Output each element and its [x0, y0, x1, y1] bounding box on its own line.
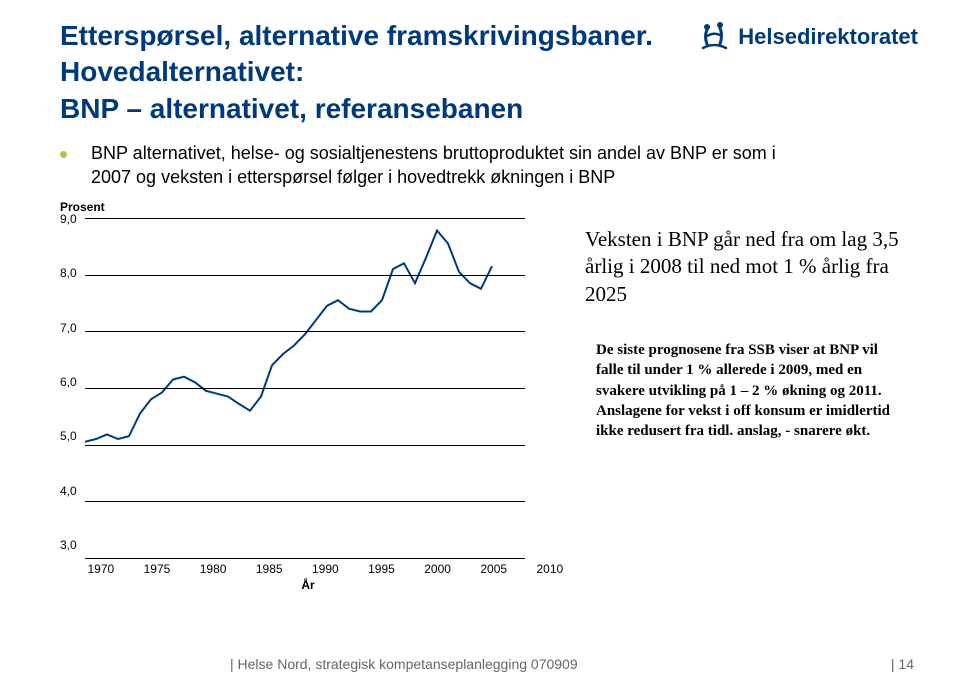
title-line-3: BNP – alternativet, referansebanen: [60, 93, 523, 124]
x-tick-label: 1995: [368, 562, 369, 576]
bullet-text: BNP alternativet, helse- og sosialtjenes…: [91, 141, 791, 190]
x-tick-label: 2010: [537, 562, 538, 576]
chart-plot-area: [85, 218, 525, 558]
slide-footer: | Helse Nord, strategisk kompetanseplanl…: [0, 656, 960, 672]
logo-icon: [698, 20, 732, 54]
footer-source: | Helse Nord, strategisk kompetanseplanl…: [230, 656, 578, 672]
helsedirektoratet-logo: Helsedirektoratet: [698, 20, 918, 54]
chart-data-line: [85, 231, 492, 442]
x-tick-label: 1985: [256, 562, 257, 576]
chart-x-ticks: 1970 1975 1980 1985 1990 1995 2000 2005 2010: [88, 562, 538, 576]
bullet-dot-icon: [60, 151, 67, 158]
chart-annotation-ssb: De siste prognosene fra SSB viser at BNP…: [596, 340, 906, 441]
x-tick-label: 1970: [88, 562, 89, 576]
title-line-2: Hovedalternativet:: [60, 56, 304, 87]
bullet-item: BNP alternativet, helse- og sosialtjenes…: [0, 127, 960, 190]
chart-gridline: [85, 445, 525, 446]
slide-title: Etterspørsel, alternative framskrivingsb…: [60, 18, 653, 127]
chart-x-label: År: [88, 578, 528, 592]
x-tick-label: 1990: [312, 562, 313, 576]
logo-text: Helsedirektoratet: [738, 24, 918, 50]
x-tick-label: 2005: [480, 562, 481, 576]
y-tick-label: 3,0: [60, 538, 77, 552]
chart-gridline: [85, 275, 525, 276]
line-chart: 9,08,07,06,05,04,03,0 197019751980198519…: [60, 218, 540, 592]
chart-gridline: [85, 331, 525, 332]
chart-annotation-growth: Veksten i BNP går ned fra om lag 3,5 årl…: [585, 226, 905, 308]
y-tick-label: 9,0: [60, 212, 77, 226]
y-tick-label: 8,0: [60, 266, 77, 280]
footer-page-number: | 14: [891, 656, 914, 672]
x-tick-label: 2000: [424, 562, 425, 576]
y-tick-label: 6,0: [60, 375, 77, 389]
y-tick-label: 5,0: [60, 429, 77, 443]
x-tick-label: 1980: [200, 562, 201, 576]
chart-gridline: [85, 558, 525, 559]
chart-gridline: [85, 501, 525, 502]
chart-gridline: [85, 218, 525, 219]
title-line-1: Etterspørsel, alternative framskrivingsb…: [60, 20, 653, 51]
x-tick-label: 1975: [144, 562, 145, 576]
chart-gridline: [85, 388, 525, 389]
chart-y-ticks: 9,0 8,0 7,0 6,0 5,0 4,0 3,0: [60, 212, 85, 552]
y-tick-label: 4,0: [60, 484, 77, 498]
y-tick-label: 7,0: [60, 321, 77, 335]
